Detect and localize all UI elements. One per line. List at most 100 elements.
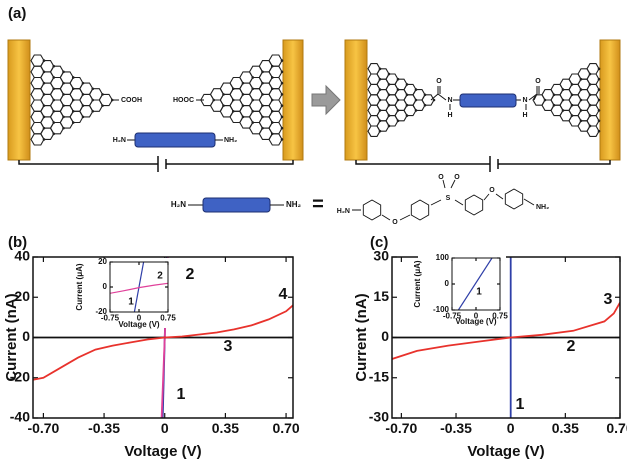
atom-label: O: [438, 174, 444, 181]
hexagon: [98, 93, 113, 107]
y-tick-label: 0: [381, 328, 389, 344]
atom: [597, 98, 601, 102]
atom: [597, 109, 601, 112]
atom: [251, 87, 255, 91]
graphene: [30, 54, 114, 146]
curve-label: 2: [186, 266, 195, 283]
inset-background: [76, 258, 174, 328]
atom: [231, 87, 235, 91]
atom: [588, 103, 592, 107]
y-axis-label: Current (nA): [3, 293, 20, 381]
atom: [270, 98, 274, 102]
atom: [270, 64, 274, 68]
atom: [222, 104, 225, 107]
y-tick-label: -40: [10, 409, 30, 425]
y-tick-label: -30: [369, 409, 389, 425]
atom: [570, 114, 574, 117]
panel-label: (b): [8, 234, 27, 251]
atom: [261, 81, 264, 85]
atom-label: S: [446, 195, 451, 202]
panel-label: (c): [370, 234, 388, 251]
series-line: [392, 302, 620, 360]
atom: [280, 104, 284, 107]
electrode: [599, 39, 621, 161]
linker: [202, 197, 271, 213]
atom: [280, 138, 284, 141]
benzene-ring: [410, 199, 430, 221]
atom: [579, 98, 583, 102]
x-axis-label: Voltage (V): [124, 443, 201, 460]
atom-label: O: [454, 174, 460, 181]
atom: [261, 70, 264, 74]
atom: [570, 83, 574, 86]
y-axis-label: Current (nA): [353, 293, 370, 381]
x-tick-label: 0.75: [160, 314, 176, 323]
atom: [241, 81, 245, 85]
group-label: COOH: [121, 97, 142, 104]
benzene-ring: [504, 188, 524, 210]
x-tick-label: 0: [474, 312, 479, 321]
atom-label: O: [392, 219, 398, 226]
atom: [588, 83, 592, 86]
atom: [579, 88, 583, 91]
y-tick-label: 15: [373, 288, 389, 304]
y-tick-label: 30: [373, 248, 389, 264]
y-tick-label: -20: [10, 368, 30, 384]
atom: [432, 98, 436, 102]
atom: [588, 72, 592, 76]
y-tick-label: 0: [445, 279, 450, 288]
atom: [597, 88, 601, 91]
x-axis-label: Voltage (V): [455, 317, 497, 326]
atom-label: O: [535, 78, 541, 85]
atom: [261, 104, 264, 107]
atom: [597, 67, 601, 71]
atom: [570, 93, 574, 97]
x-tick-label: 0.70: [272, 420, 299, 436]
circuit: [18, 156, 611, 172]
series-line: [457, 258, 493, 310]
series-line: [33, 304, 293, 381]
y-tick-label: 100: [436, 253, 450, 262]
atom: [588, 114, 592, 117]
equals-sign: =: [312, 193, 324, 215]
group-label: H₂N: [113, 137, 126, 144]
x-tick-label: -0.35: [88, 420, 120, 436]
atom: [261, 93, 264, 96]
hexagon: [200, 93, 215, 107]
graphene: [532, 63, 601, 137]
curve-label: 4: [279, 286, 288, 303]
x-tick-label: 0.35: [212, 420, 239, 436]
atom: [280, 70, 284, 74]
x-tick-label: 0.75: [492, 312, 508, 321]
y-axis-label: Current (μA): [413, 260, 422, 307]
atom: [280, 59, 284, 62]
atom: [561, 88, 565, 91]
atom-label: O: [436, 78, 442, 85]
panel-label: (a): [8, 5, 26, 22]
atom: [588, 124, 592, 128]
atom: [588, 93, 592, 97]
atom: [280, 115, 284, 119]
plot-frame: [451, 257, 501, 311]
atom: [241, 104, 245, 107]
atom: [270, 87, 274, 91]
curve-label: 1: [476, 287, 482, 298]
curve-label: 2: [567, 338, 576, 355]
atom: [231, 98, 235, 102]
x-tick-label: -0.75: [443, 312, 462, 321]
group-label: HOOC: [173, 97, 194, 104]
benzene-ring: [362, 199, 382, 221]
x-tick-label: 0: [137, 314, 142, 323]
arrow: [311, 84, 341, 116]
y-tick-label: 0: [103, 282, 108, 291]
atom: [222, 93, 225, 96]
atom: [251, 76, 255, 79]
x-tick-label: -0.35: [440, 420, 472, 436]
atom: [280, 126, 284, 130]
atom: [270, 132, 274, 136]
atom: [251, 109, 255, 113]
atom: [561, 98, 565, 102]
atom: [597, 119, 601, 123]
curve-label: 1: [128, 297, 134, 308]
